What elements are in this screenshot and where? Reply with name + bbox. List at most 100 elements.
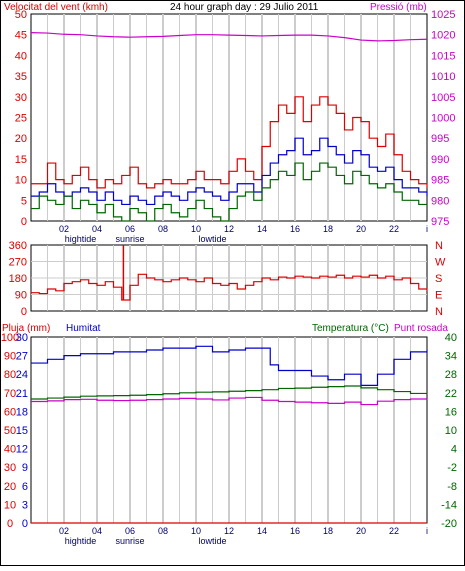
panel-0-left-tick-label: 0	[21, 216, 27, 228]
panel-0-left-tick-label: 25	[15, 113, 27, 125]
panel-2-x-tick-label: 06	[125, 526, 135, 536]
panel-0-x-tick-label: 20	[356, 224, 366, 234]
panel-1-left-tick-label: 180	[9, 273, 27, 285]
panel-2-rain-tick-label: 10	[4, 499, 16, 511]
panel-0-x-annotation: lowtide	[198, 234, 226, 244]
panel-2-x-tick-label: i	[426, 526, 428, 536]
panel-0-x-tick-label: 16	[290, 224, 300, 234]
panel-2-x-annotation: hightide	[65, 536, 97, 546]
panel-0-left-tick-label: 5	[21, 195, 27, 207]
panel-2-rain-tick-label: 90	[4, 351, 16, 363]
panel-0-x-tick-label: 18	[323, 224, 333, 234]
panel-0-x-annotation: sunrise	[115, 234, 144, 244]
panel-1-left-tick-label: 270	[9, 257, 27, 269]
panel-2-x-annotation: lowtide	[198, 536, 226, 546]
panel-0-x-tick-label: i	[426, 224, 428, 234]
panel-2-temperature-tick-label: -20	[441, 518, 457, 530]
panel-2-rain-tick-label: 80	[4, 369, 16, 381]
panel-2-x-tick-label: 18	[323, 526, 333, 536]
panel-0-x-tick-label: 02	[59, 224, 69, 234]
panel-2-temperature-tick-label: 16	[445, 406, 457, 418]
panel-2-humidity-tick-label: 3	[22, 499, 28, 511]
panel-0-right-tick-label: 1025	[431, 9, 455, 21]
panel-0-x-tick-label: 04	[92, 224, 102, 234]
panel-2-humidity-tick-label: 9	[22, 462, 28, 474]
panel-1-series-0-line	[31, 273, 428, 301]
humidity-axis-title: Humitat	[66, 323, 101, 334]
panel-1-compass-label: N	[435, 240, 443, 252]
panel-2-humidity-tick-label: 27	[16, 351, 28, 363]
panel-0-series-2-line	[31, 162, 427, 222]
panel-2-x-tick-label: 22	[389, 526, 399, 536]
panel-0-x-annotation: hightide	[65, 234, 97, 244]
panel-0-series-1-line	[31, 137, 428, 206]
panel-0-x-tick-label: 14	[257, 224, 267, 234]
panel-2-series-1-line	[31, 385, 428, 400]
panel-0-right-tick-label: 1005	[431, 92, 455, 104]
panel-1-left-tick-label: 90	[15, 290, 27, 302]
wind-axis-title: Velocitat del vent (kmh)	[4, 2, 108, 13]
panel-2-temperature-tick-label: 28	[445, 369, 457, 381]
panel-2-temperature-tick-label: 4	[451, 444, 457, 456]
panel-2-x-tick-label: 14	[257, 526, 267, 536]
panel-0-right-tick-label: 995	[431, 133, 449, 145]
panel-2-x-annotation: sunrise	[115, 536, 144, 546]
panel-2-rain-tick-label: 40	[4, 444, 16, 456]
panel-2-temperature-tick-label: 40	[445, 332, 457, 344]
panel-1-compass-label: N	[435, 306, 443, 318]
panel-2-x-tick-label: 02	[59, 526, 69, 536]
panel-0-left-tick-label: 10	[15, 175, 27, 187]
panel-2-rain-tick-label: 60	[4, 406, 16, 418]
panel-0-left-tick-label: 45	[15, 30, 27, 42]
panel-0-series-3-line	[30, 32, 428, 42]
panel-2-rain-tick-label: 100	[1, 332, 19, 344]
chart-title: 24 hour graph day : 29 Julio 2011	[170, 2, 319, 13]
panel-0-right-tick-label: 990	[431, 154, 449, 166]
panel-0-left-tick-label: 30	[15, 92, 27, 104]
panel-2-rain-tick-label: 50	[4, 425, 16, 437]
panel-2-humidity-tick-label: 12	[16, 444, 28, 456]
panel-2-temperature-tick-label: -2	[447, 462, 457, 474]
panel-0-right-tick-label: 980	[431, 195, 449, 207]
panel-2-temperature-tick-label: 10	[445, 425, 457, 437]
temperature-axis-title: Temperatura (°C)	[312, 323, 389, 334]
panel-2-rain-tick-label: 70	[4, 388, 16, 400]
panel-0-x-tick-label: 12	[224, 224, 234, 234]
panel-2-temperature-tick-label: 22	[445, 388, 457, 400]
panel-2-rain-tick-label: 0	[7, 518, 13, 530]
panel-2-humidity-tick-label: 18	[16, 406, 28, 418]
panel-0-x-tick-label: 10	[191, 224, 201, 234]
panel-0-right-tick-label: 1010	[431, 71, 455, 83]
panel-2-humidity-tick-label: 6	[22, 481, 28, 493]
panel-2-rain-tick-label: 20	[4, 481, 16, 493]
dewpoint-axis-title: Punt rosada	[394, 323, 448, 334]
panel-2-temperature-tick-label: 34	[445, 351, 457, 363]
pressure-axis-title: Pressió (mb)	[370, 2, 427, 13]
panel-0-right-tick-label: 1000	[431, 113, 455, 125]
panel-0-x-tick-label: 06	[125, 224, 135, 234]
panel-1-left-tick-label: 360	[9, 240, 27, 252]
panel-2-x-tick-label: 08	[158, 526, 168, 536]
panel-2-series-0-line	[31, 345, 428, 386]
panel-0-right-tick-label: 975	[431, 216, 449, 228]
panel-2-x-tick-label: 12	[224, 526, 234, 536]
panel-2-humidity-tick-label: 0	[22, 518, 28, 530]
panel-0-left-tick-label: 20	[15, 133, 27, 145]
panel-0-left-tick-label: 40	[15, 50, 27, 62]
panel-0-x-tick-label: 22	[389, 224, 399, 234]
panel-1-compass-label: W	[435, 257, 446, 269]
panel-2-x-tick-label: 10	[191, 526, 201, 536]
panel-1-left-tick-label: 0	[21, 306, 27, 318]
panel-2-temperature-tick-label: -14	[441, 499, 457, 511]
panel-2-series-2-line	[31, 396, 428, 406]
panel-1-compass-label: S	[435, 273, 442, 285]
panel-1-compass-label: E	[435, 290, 442, 302]
panel-2-rain-tick-label: 30	[4, 462, 16, 474]
panel-2-humidity-tick-label: 30	[16, 332, 28, 344]
panel-0-series-0-line	[31, 96, 428, 189]
panel-0-left-tick-label: 15	[15, 154, 27, 166]
panel-2-humidity-tick-label: 24	[16, 369, 28, 381]
panel-0-left-tick-label: 50	[15, 9, 27, 21]
